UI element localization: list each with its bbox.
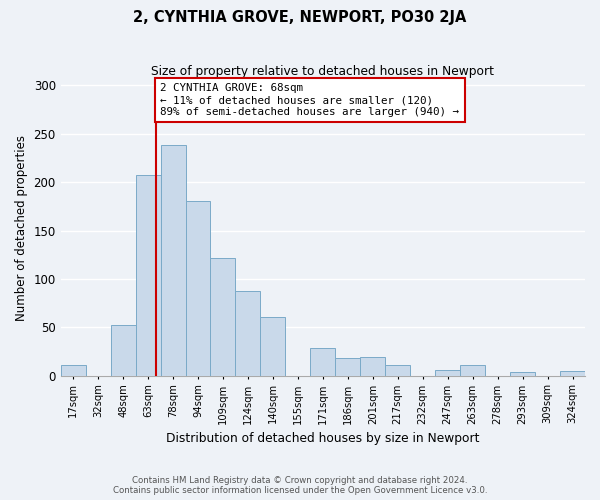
Bar <box>360 358 385 376</box>
Bar <box>310 348 335 376</box>
Text: 2 CYNTHIA GROVE: 68sqm
← 11% of detached houses are smaller (120)
89% of semi-de: 2 CYNTHIA GROVE: 68sqm ← 11% of detached… <box>160 84 459 116</box>
Title: Size of property relative to detached houses in Newport: Size of property relative to detached ho… <box>151 65 494 78</box>
Bar <box>385 365 410 376</box>
Text: Contains HM Land Registry data © Crown copyright and database right 2024.
Contai: Contains HM Land Registry data © Crown c… <box>113 476 487 495</box>
Bar <box>460 365 485 376</box>
Bar <box>435 370 460 376</box>
Bar <box>136 176 161 376</box>
Bar <box>510 372 535 376</box>
Bar <box>335 358 360 376</box>
Bar <box>161 146 185 376</box>
Bar <box>61 365 86 376</box>
Y-axis label: Number of detached properties: Number of detached properties <box>15 135 28 321</box>
Bar <box>235 290 260 376</box>
Bar <box>185 200 211 376</box>
Bar <box>260 316 286 376</box>
Text: 2, CYNTHIA GROVE, NEWPORT, PO30 2JA: 2, CYNTHIA GROVE, NEWPORT, PO30 2JA <box>133 10 467 25</box>
Bar <box>211 258 235 376</box>
Bar <box>110 326 136 376</box>
X-axis label: Distribution of detached houses by size in Newport: Distribution of detached houses by size … <box>166 432 479 445</box>
Bar <box>560 371 585 376</box>
